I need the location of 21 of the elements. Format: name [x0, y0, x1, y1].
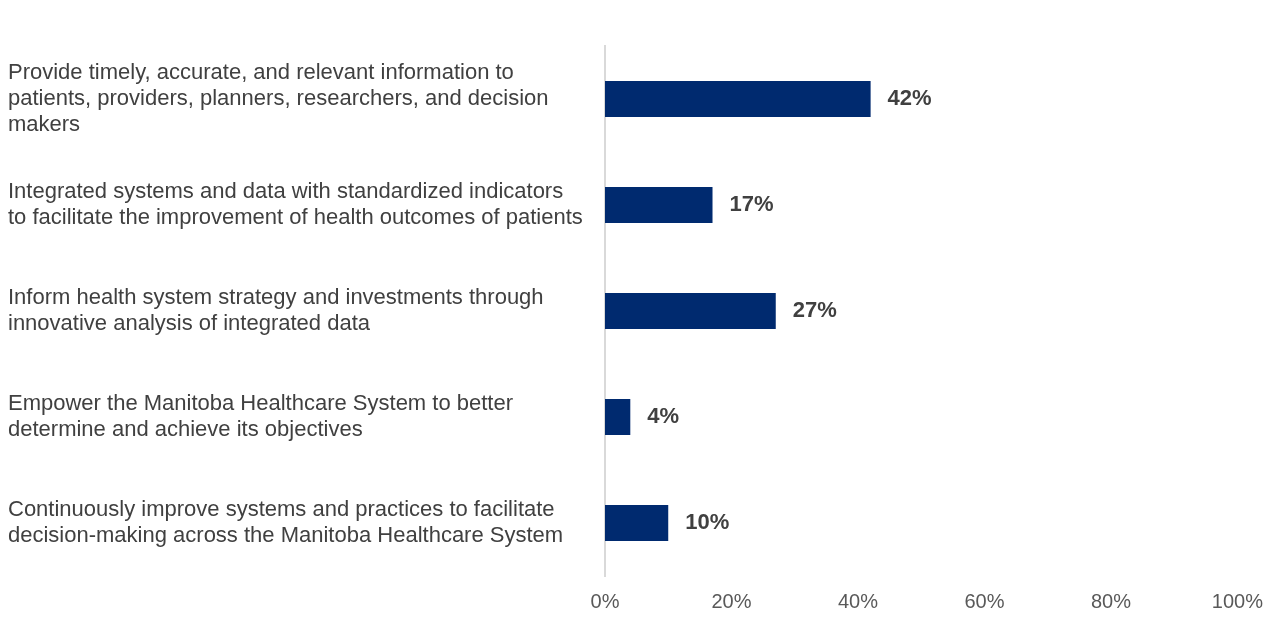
x-tick-label: 20%	[711, 589, 752, 612]
data-label: 27%	[792, 297, 837, 323]
x-tick-label: 0%	[590, 589, 620, 612]
bar	[605, 399, 631, 436]
bar	[605, 505, 669, 542]
y-tick-label: Provide timely, accurate, and relevant information to patients, providers, planners, researchers, and decision makers	[8, 59, 549, 136]
y-tick-label: Integrated systems and data with standardized indicators to facilitate the improvement of health outcomes of patients	[8, 178, 583, 230]
y-tick-label: Empower the Manitoba Healthcare System to better determine and achieve its objectives	[8, 390, 514, 442]
data-label: 42%	[887, 85, 932, 111]
x-tick-label: 100%	[1211, 589, 1264, 612]
x-tick-label: 60%	[964, 589, 1005, 612]
data-label: 4%	[647, 403, 680, 429]
x-tick-label: 80%	[1090, 589, 1132, 612]
bar	[605, 186, 713, 224]
bar	[605, 292, 776, 330]
x-tick-label: 40%	[837, 589, 879, 612]
data-label: 17%	[729, 191, 774, 217]
y-tick-label: Continuously improve systems and practices to facilitate decision-making across the Manitoba Healthcare System	[8, 496, 564, 548]
data-label: 10%	[685, 509, 730, 535]
bar	[605, 80, 871, 117]
y-tick-label: Inform health system strategy and investments through innovative analysis of integrated data	[8, 284, 544, 336]
